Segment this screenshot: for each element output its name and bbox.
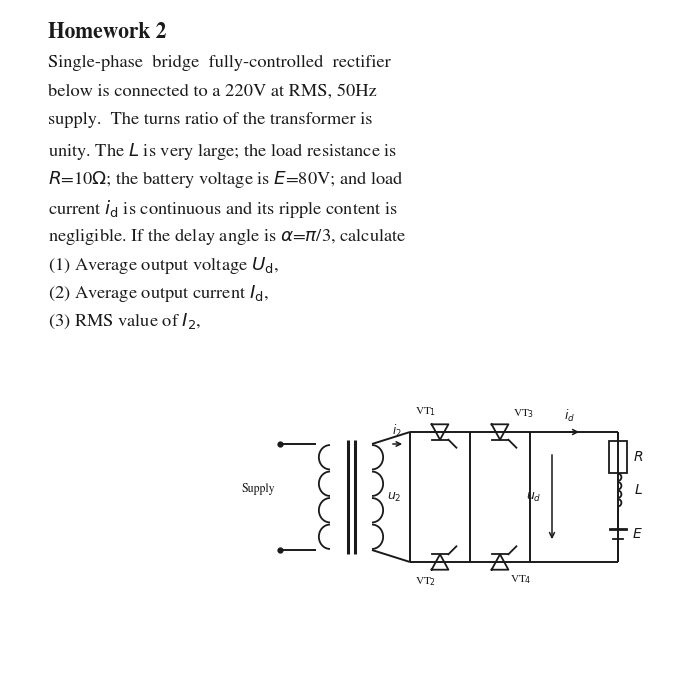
- Text: $L$: $L$: [634, 483, 643, 497]
- Text: $i_2$: $i_2$: [392, 423, 402, 439]
- Text: negligible. If the delay angle is $\alpha$=$\pi$/3, calculate: negligible. If the delay angle is $\alph…: [48, 226, 407, 247]
- Text: VT$_2$: VT$_2$: [415, 576, 436, 588]
- Text: supply.  The turns ratio of the transformer is: supply. The turns ratio of the transform…: [48, 112, 372, 128]
- Text: $E$: $E$: [632, 527, 643, 541]
- Text: $R$: $R$: [633, 450, 643, 464]
- Text: $u_2$: $u_2$: [387, 490, 402, 504]
- Text: VT$_3$: VT$_3$: [513, 407, 535, 420]
- Text: (3) RMS value of $\it{I}_2$,: (3) RMS value of $\it{I}_2$,: [48, 311, 202, 330]
- Text: VT$_4$: VT$_4$: [510, 574, 532, 586]
- Text: Single-phase  bridge  fully-controlled  rectifier: Single-phase bridge fully-controlled rec…: [48, 55, 391, 71]
- Text: VT$_1$: VT$_1$: [415, 405, 436, 418]
- Bar: [609, 441, 627, 473]
- Text: unity. The $\it{L}$ is very large; the load resistance is: unity. The $\it{L}$ is very large; the l…: [48, 141, 398, 162]
- Text: below is connected to a 220V at RMS, 50Hz: below is connected to a 220V at RMS, 50H…: [48, 84, 377, 99]
- Text: Supply: Supply: [241, 483, 275, 495]
- Text: $i_d$: $i_d$: [564, 408, 575, 424]
- Text: Homework 2: Homework 2: [48, 22, 167, 43]
- Text: $u_d$: $u_d$: [526, 490, 542, 504]
- Text: $\it{R}$=10$\Omega$; the battery voltage is $\it{E}$=80V; and load: $\it{R}$=10$\Omega$; the battery voltage…: [48, 169, 404, 190]
- Text: (2) Average output current $\it{I}_\mathrm{d}$,: (2) Average output current $\it{I}_\math…: [48, 283, 269, 304]
- Text: (1) Average output voltage $\it{U}_\mathrm{d}$,: (1) Average output voltage $\it{U}_\math…: [48, 254, 279, 275]
- Text: current $\it{i}_\mathrm{d}$ is continuous and its ripple content is: current $\it{i}_\mathrm{d}$ is continuou…: [48, 197, 398, 220]
